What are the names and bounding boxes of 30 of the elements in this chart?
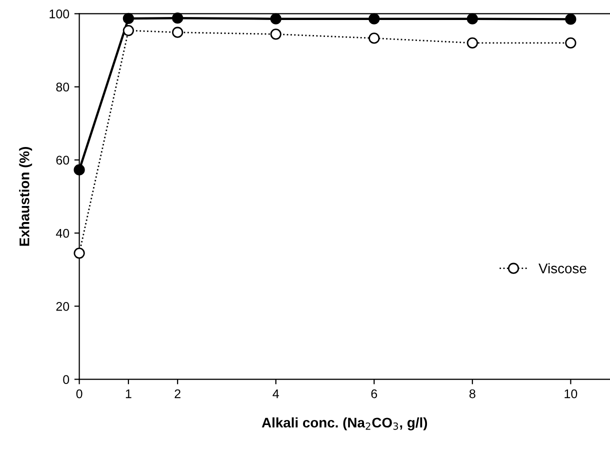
x-tick-label: 10 (564, 389, 578, 398)
point (172, 12, 184, 24)
point (74, 164, 85, 176)
point (122, 12, 134, 24)
point (270, 28, 282, 40)
y-tick-label: 100 (50, 10, 70, 18)
point (74, 248, 85, 259)
x-tick-label: 8 (469, 389, 476, 398)
y-tick-label: 80 (56, 82, 70, 92)
point (368, 13, 380, 24)
x-tick-label: 6 (371, 389, 378, 398)
y-axis-title: Exhaustion (%) (19, 147, 32, 246)
y-tick-label: 40 (56, 228, 70, 238)
x-tick-label: 0 (76, 389, 82, 398)
point (172, 26, 184, 38)
point (466, 37, 478, 49)
point (270, 13, 282, 24)
x-tick-label: 4 (272, 389, 279, 398)
y-tick-label: 0 (63, 375, 70, 384)
y-tick-label: 20 (56, 302, 70, 311)
y-tick-label: 60 (56, 156, 70, 165)
point (565, 14, 576, 25)
x-tick-label: 1 (126, 389, 132, 398)
x-axis-title: Alkali conc. (Na$_{2}$CO$_{3}$, g/l) (262, 417, 428, 430)
point (368, 32, 380, 44)
point (466, 13, 478, 24)
legend-label: Viscose (538, 263, 586, 274)
point (122, 24, 134, 36)
x-tick-label: 2 (174, 389, 180, 398)
point (565, 37, 576, 49)
